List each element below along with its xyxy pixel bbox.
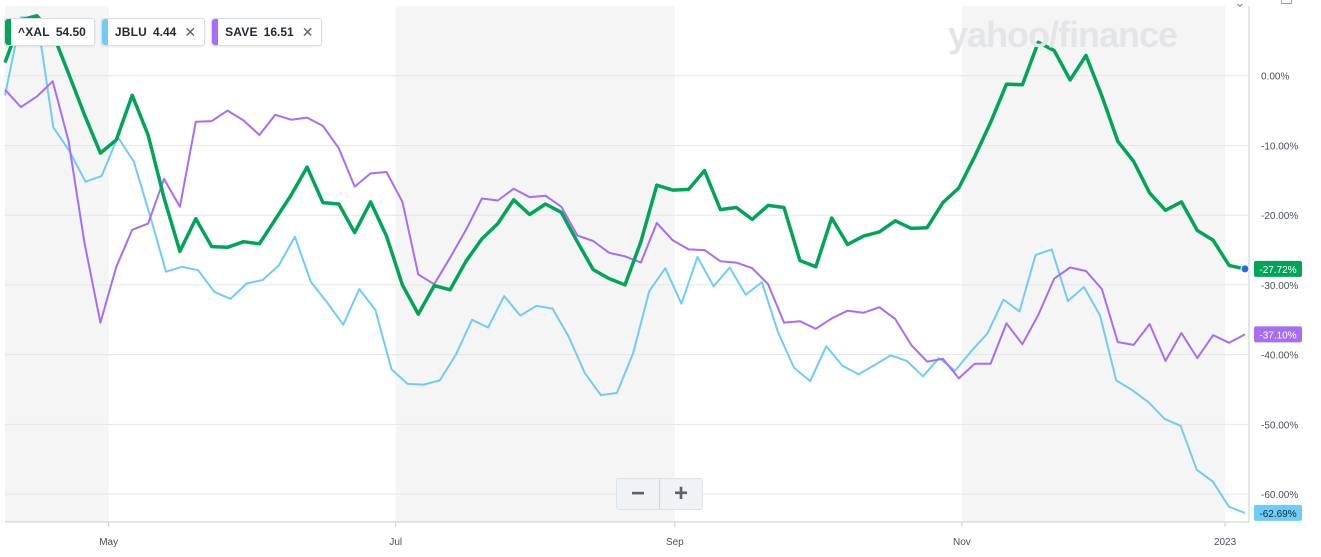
zoom-in-button[interactable]: + xyxy=(673,480,688,507)
shaded-band xyxy=(5,6,109,522)
series-line-xal xyxy=(3,14,1246,316)
close-icon[interactable]: ✕ xyxy=(184,23,197,40)
legend-symbol: SAVE xyxy=(225,25,258,39)
settings-icon[interactable]: ▭ xyxy=(1280,0,1294,8)
y-tick-label: -10.00% xyxy=(1261,141,1298,152)
end-label-xal: -27.72% xyxy=(1254,260,1302,277)
y-tick-label: -30.00% xyxy=(1261,281,1298,292)
series-line-jblu xyxy=(4,16,1246,514)
zoom-controls: − + xyxy=(616,478,703,510)
x-tick-label: Sep xyxy=(666,537,684,548)
series-color-swatch xyxy=(5,19,11,45)
end-label-box xyxy=(1254,260,1302,277)
month-bands xyxy=(5,6,1226,522)
yahoo-finance-watermark: yahoo/finance xyxy=(948,14,1178,55)
zoom-divider xyxy=(659,479,660,509)
x-tick-label: Jul xyxy=(389,537,402,548)
y-tick-label: 0.00% xyxy=(1261,72,1289,83)
series-color-swatch xyxy=(101,19,108,45)
zoom-out-button[interactable]: − xyxy=(630,480,645,507)
x-tick-label: May xyxy=(99,537,118,548)
close-icon[interactable]: ✕ xyxy=(301,23,314,40)
legend-symbol: JBLU xyxy=(114,25,147,39)
series-line-save xyxy=(4,80,1246,380)
x-tick-label: 2023 xyxy=(1214,537,1237,548)
y-tick-label: -20.00% xyxy=(1261,211,1298,222)
y-tick-label: -60.00% xyxy=(1261,490,1298,501)
series-color-swatch xyxy=(212,19,219,45)
legend-value: 4.44 xyxy=(152,25,177,39)
gridlines xyxy=(5,6,1250,523)
shaded-band xyxy=(395,6,675,522)
end-label-text: -62.69% xyxy=(1259,509,1296,520)
legend-value: 16.51 xyxy=(263,25,294,39)
x-axis: MayJulSepNov2023MarMayJulSep xyxy=(99,522,1237,548)
last-point-marker xyxy=(1240,264,1250,274)
series-lines xyxy=(3,14,1250,514)
end-label-text: -37.10% xyxy=(1259,330,1296,341)
legend-chip-jblu[interactable]: JBLU 4.44 ✕ xyxy=(100,18,206,46)
y-tick-label: -40.00% xyxy=(1261,351,1298,362)
y-tick-label: -50.00% xyxy=(1261,420,1298,431)
end-label-box xyxy=(1254,504,1302,521)
legend: ^XAL 54.50 JBLU 4.44 ✕ SAVE 16.51 ✕ xyxy=(4,18,323,46)
chevron-icon: ⌄ xyxy=(1234,0,1246,10)
legend-symbol: ^XAL xyxy=(18,25,50,39)
end-label-box xyxy=(1254,326,1302,343)
shaded-band xyxy=(961,6,1226,522)
legend-chip-xal[interactable]: ^XAL 54.50 xyxy=(4,18,95,46)
legend-chip-save[interactable]: SAVE 16.51 ✕ xyxy=(211,18,323,46)
y-axis: 0.00% -10.00% -20.00% -30.00% -40.00% -50.00%… xyxy=(1261,72,1298,501)
end-label-jblu: -62.69% xyxy=(1254,504,1302,521)
x-tick-label: Nov xyxy=(953,537,971,548)
end-labels: -27.72% -62.69% -37.10% xyxy=(1254,260,1302,521)
end-label-text: -27.72% xyxy=(1259,265,1296,276)
end-label-save: -37.10% xyxy=(1254,326,1302,343)
legend-value: 54.50 xyxy=(55,25,86,39)
